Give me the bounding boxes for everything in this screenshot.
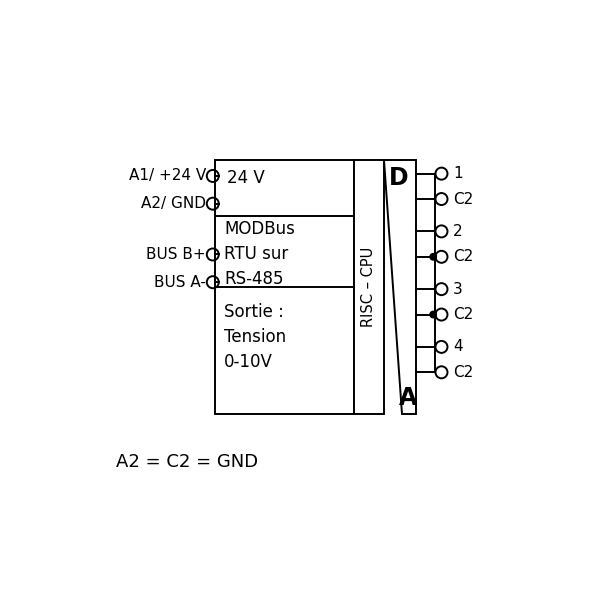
Text: 2: 2 <box>453 224 463 239</box>
Text: A2/ GND: A2/ GND <box>141 196 206 211</box>
Circle shape <box>429 253 437 261</box>
Text: A: A <box>398 386 417 410</box>
Text: C2: C2 <box>453 307 473 322</box>
Text: D: D <box>389 166 409 190</box>
Text: BUS B+: BUS B+ <box>146 247 206 262</box>
Polygon shape <box>384 160 416 414</box>
Bar <box>354 160 384 414</box>
Text: Sortie :
Tension
0-10V: Sortie : Tension 0-10V <box>224 303 286 371</box>
Text: A2 = C2 = GND: A2 = C2 = GND <box>116 454 258 472</box>
Circle shape <box>429 311 437 319</box>
Bar <box>215 160 354 414</box>
Text: 4: 4 <box>453 340 463 355</box>
Text: RISC – CPU: RISC – CPU <box>361 247 376 327</box>
Text: 24 V: 24 V <box>227 169 265 187</box>
Text: 3: 3 <box>453 281 463 296</box>
Text: MODBus
RTU sur
RS-485: MODBus RTU sur RS-485 <box>224 220 295 288</box>
Text: BUS A-: BUS A- <box>154 275 206 290</box>
Text: A1/ +24 V: A1/ +24 V <box>128 169 206 184</box>
Text: 1: 1 <box>453 166 463 181</box>
Text: C2: C2 <box>453 250 473 264</box>
Text: C2: C2 <box>453 191 473 206</box>
Text: C2: C2 <box>453 365 473 380</box>
